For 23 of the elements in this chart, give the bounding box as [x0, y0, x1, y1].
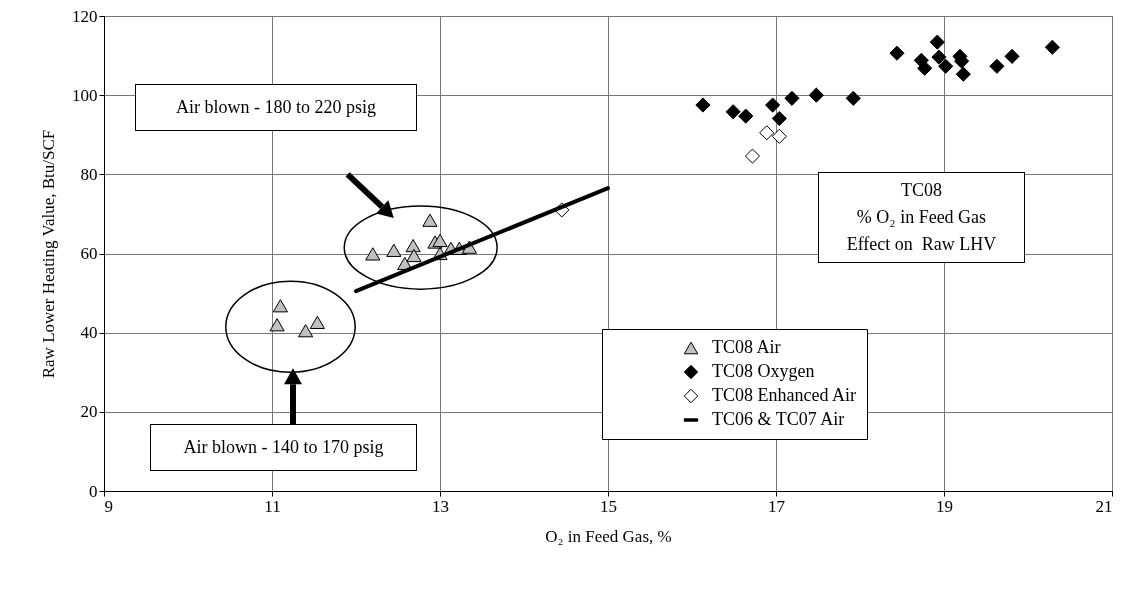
- x-tick-label: 9: [104, 496, 113, 516]
- x-tick-label: 15: [600, 496, 617, 516]
- legend-label: TC06 & TC07 Air: [712, 409, 845, 429]
- x-tick-label: 13: [432, 496, 449, 516]
- text-box: TC08 % O₂ in Feed Gas Effect on Raw LHV: [818, 172, 1025, 263]
- y-tick-label: 0: [89, 481, 98, 501]
- x-tick-label: 19: [936, 496, 953, 516]
- text-box: Air blown - 180 to 220 psig: [135, 84, 417, 131]
- x-axis-title: O₂ in Feed Gas, %: [545, 526, 672, 546]
- legend-label: TC08 Enhanced Air: [712, 385, 856, 405]
- legend-label: TC08 Oxygen: [712, 361, 815, 381]
- y-axis-title: Raw Lower Heating Value, Btu/SCF: [39, 129, 58, 379]
- x-tick-label: 17: [768, 496, 786, 516]
- y-tick-label: 80: [80, 164, 98, 184]
- y-tick-label: 60: [80, 244, 98, 263]
- text-box: Air blown - 140 to 170 psig: [150, 424, 417, 471]
- y-tick-label: 120: [72, 6, 98, 26]
- y-tick-label: 100: [72, 85, 98, 105]
- x-tick-label: 11: [264, 496, 281, 516]
- y-tick-label: 20: [80, 402, 98, 422]
- legend-label: TC08 Air: [712, 337, 781, 357]
- x-tick-label: 21: [1095, 496, 1113, 516]
- y-tick-label: 40: [80, 323, 98, 343]
